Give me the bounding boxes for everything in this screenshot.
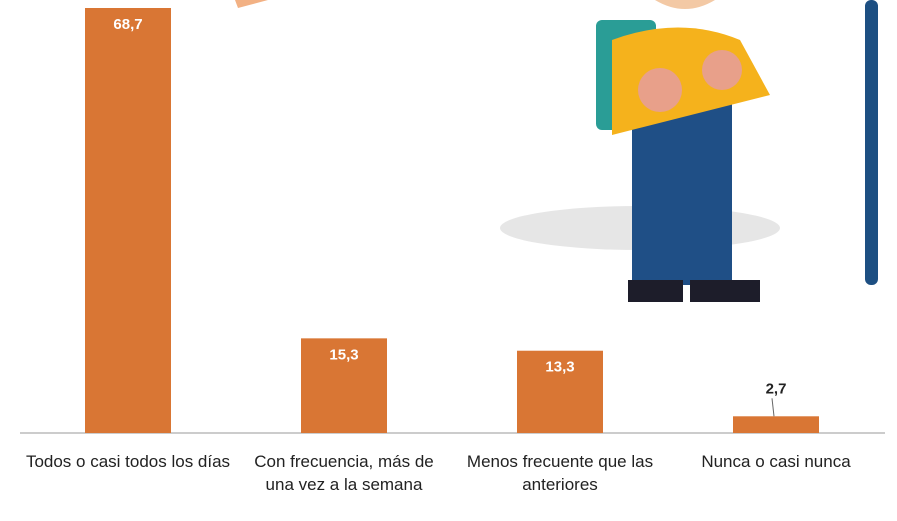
x-tick-label: Nunca o casi nunca <box>701 452 851 471</box>
x-tick-label: Con frecuencia, más de una vez a la sema… <box>254 452 434 494</box>
value-label: 13,3 <box>545 359 574 376</box>
bar <box>301 338 387 433</box>
illustration <box>235 0 878 302</box>
leader-line <box>771 398 775 417</box>
value-label: 15,3 <box>329 346 358 363</box>
value-label: 68,7 <box>113 16 142 33</box>
x-tick-label: Todos o casi todos los días <box>25 452 231 471</box>
bar <box>517 350 603 433</box>
value-label: 2,7 <box>766 380 787 397</box>
x-tick-label: Menos frecuente que las anteriores <box>466 452 654 494</box>
bar <box>733 416 819 433</box>
bar <box>85 8 171 433</box>
